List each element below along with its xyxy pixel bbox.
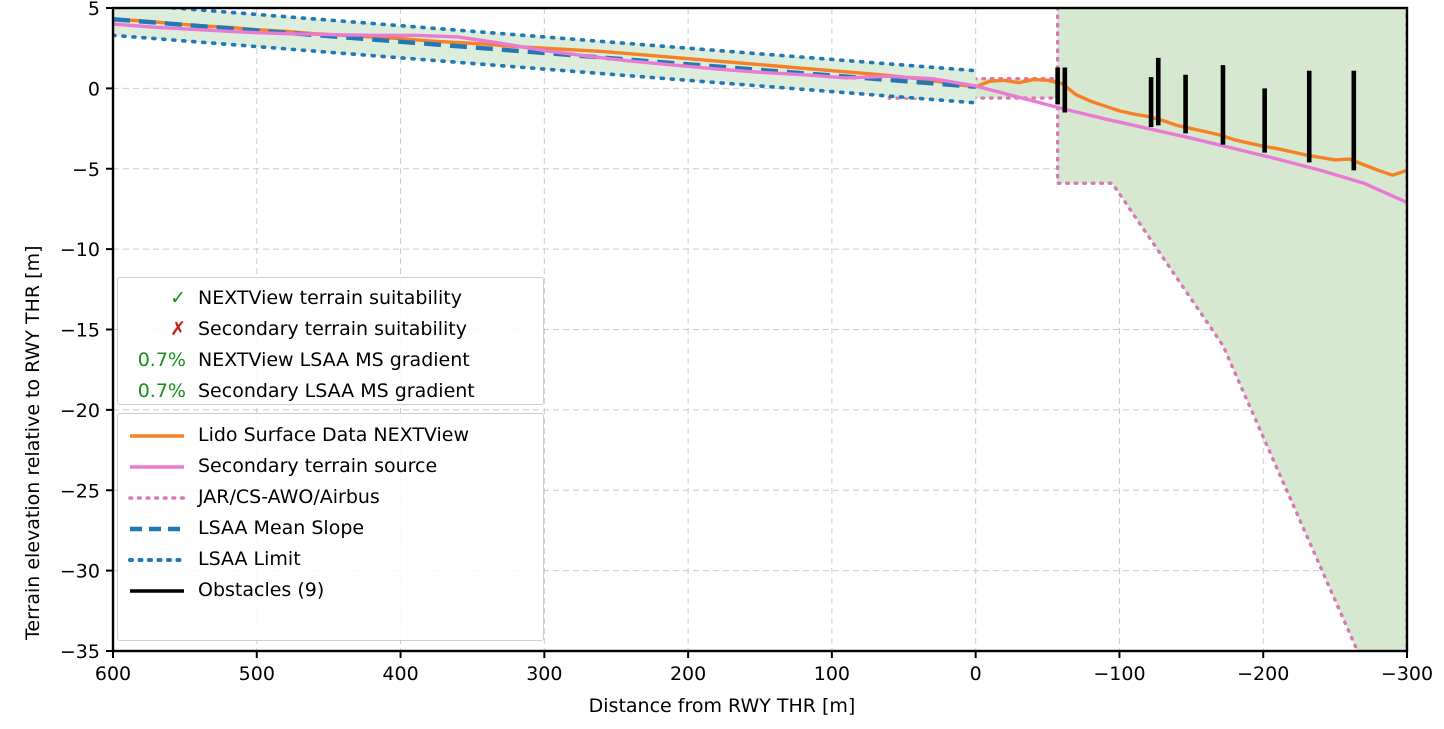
svg-text:−300: −300: [1381, 663, 1433, 685]
legend-row-jar: JAR/CS-AWO/Airbus: [124, 482, 535, 513]
x-axis-label: Distance from RWY THR [m]: [588, 695, 856, 717]
cross-mark-icon: ✗: [170, 318, 186, 340]
lsaa-limit-upper-line: [151, 8, 978, 73]
lsaa-limit-lower-line: [113, 33, 978, 105]
lsaa-band-fill: [113, 8, 976, 103]
svg-text:200: 200: [670, 663, 706, 685]
line-swatch-secondary: [124, 461, 198, 473]
legend-label: Obstacles (9): [198, 579, 325, 601]
legend-label: Secondary terrain suitability: [198, 318, 467, 340]
svg-text:−35: −35: [60, 641, 100, 663]
legend-row-lsaa-limit: LSAA Limit: [124, 544, 535, 575]
legend-row-lsaa-mean-slope: LSAA Mean Slope: [124, 513, 535, 544]
y-axis-ticks: 5 0 −5 −10 −15 −20 −25 −30 −35: [60, 0, 113, 663]
svg-text:400: 400: [382, 663, 418, 685]
svg-text:−200: −200: [1237, 663, 1289, 685]
svg-text:−10: −10: [60, 239, 100, 261]
svg-text:−30: −30: [60, 561, 100, 583]
line-swatch-jar: [124, 492, 198, 504]
legend-label: NEXTView LSAA MS gradient: [198, 349, 470, 371]
legend-row-secondary: Secondary terrain source: [124, 451, 535, 482]
legend-row-secondary-suitability: ✗ Secondary terrain suitability: [124, 314, 535, 345]
obstacle-bars: [1055, 57, 1357, 171]
svg-text:600: 600: [95, 663, 131, 685]
svg-text:−25: −25: [60, 480, 100, 502]
gradient-value: 0.7%: [137, 380, 186, 402]
secondary-terrain-source-line: [113, 22, 1407, 205]
line-swatch-lsaa-mean-slope: [124, 523, 198, 535]
legend-row-nextview-suitability: ✓ NEXTView terrain suitability: [124, 283, 535, 314]
svg-text:−20: −20: [60, 400, 100, 422]
legend-row-lido: Lido Surface Data NEXTView: [124, 420, 535, 451]
line-swatch-obstacles: [124, 585, 198, 597]
lsaa-mean-slope-line: [113, 17, 976, 89]
svg-text:100: 100: [814, 663, 850, 685]
legend-label: JAR/CS-AWO/Airbus: [198, 486, 380, 508]
line-swatch-lsaa-limit: [124, 554, 198, 566]
svg-text:−5: −5: [72, 159, 100, 181]
y-axis-label: Terrain elevation relative to RWY THR [m…: [22, 245, 44, 641]
svg-text:−15: −15: [60, 320, 100, 342]
jar-cs-awo-region-fill: [889, 8, 1407, 651]
legend-status-box: ✓ NEXTView terrain suitability ✗ Seconda…: [117, 277, 544, 405]
svg-text:500: 500: [239, 663, 275, 685]
gradient-value: 0.7%: [137, 349, 186, 371]
check-mark-icon: ✓: [170, 287, 186, 309]
svg-text:5: 5: [88, 0, 100, 20]
legend-label: LSAA Limit: [198, 548, 301, 570]
jar-cs-awo-region-outline: [887, 8, 1407, 651]
legend-label: Secondary LSAA MS gradient: [198, 380, 475, 402]
legend-series-box: Lido Surface Data NEXTView Secondary ter…: [117, 413, 544, 641]
legend-label: Secondary terrain source: [198, 455, 438, 477]
svg-text:0: 0: [970, 663, 982, 685]
line-swatch-lido: [124, 430, 198, 442]
legend-row-nextview-gradient: 0.7% NEXTView LSAA MS gradient: [124, 345, 535, 376]
legend-label: Lido Surface Data NEXTView: [198, 424, 470, 446]
svg-text:300: 300: [526, 663, 562, 685]
svg-text:−100: −100: [1093, 663, 1145, 685]
svg-text:0: 0: [88, 78, 100, 100]
legend-label: LSAA Mean Slope: [198, 517, 365, 539]
legend-row-obstacles: Obstacles (9): [124, 575, 535, 606]
legend-row-secondary-gradient: 0.7% Secondary LSAA MS gradient: [124, 376, 535, 407]
legend-label: NEXTView terrain suitability: [198, 287, 462, 309]
x-axis-ticks: 600 500 400 300 200 100 0 −100 −200 −300: [95, 651, 1433, 685]
